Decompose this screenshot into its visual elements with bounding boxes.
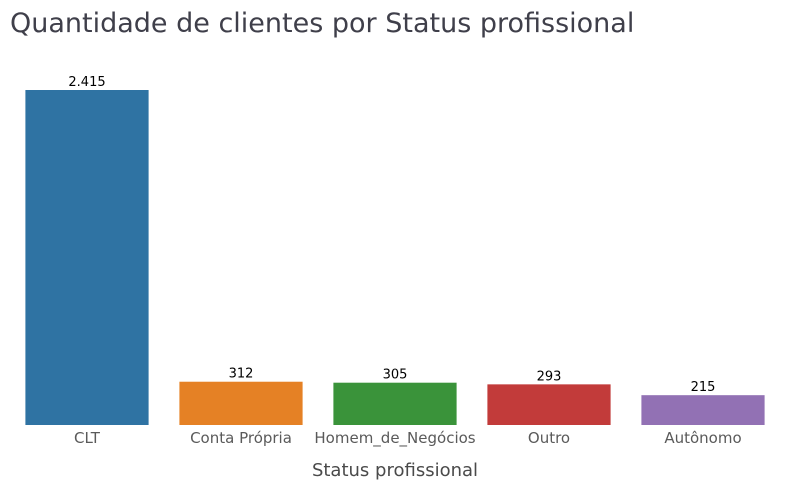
data-label: 215: [691, 380, 716, 395]
x-tick-label: Outro: [528, 429, 570, 447]
x-axis-label: Status profissional: [312, 460, 478, 481]
bar: [179, 381, 303, 425]
chart-title: Quantidade de clientes por Status profis…: [10, 8, 634, 39]
x-tick-label: CLT: [74, 429, 101, 447]
bar: [25, 90, 149, 425]
x-tick-label: Autônomo: [664, 429, 741, 447]
data-labels-group: 2.415 312 305 293 215: [68, 75, 715, 395]
x-tick-label: Conta Própria: [190, 429, 292, 447]
data-label: 293: [537, 369, 562, 384]
bars-group: [25, 90, 765, 425]
x-tick-labels-group: CLT Conta Própria Homem_de_Negócios Outro Au…: [74, 429, 742, 448]
data-label: 2.415: [68, 75, 105, 90]
data-label: 305: [383, 368, 408, 383]
bar: [641, 395, 765, 425]
bar: [487, 384, 611, 425]
data-label: 312: [229, 367, 254, 382]
x-tick-label: Homem_de_Negócios: [314, 429, 475, 448]
bar: [333, 382, 457, 425]
